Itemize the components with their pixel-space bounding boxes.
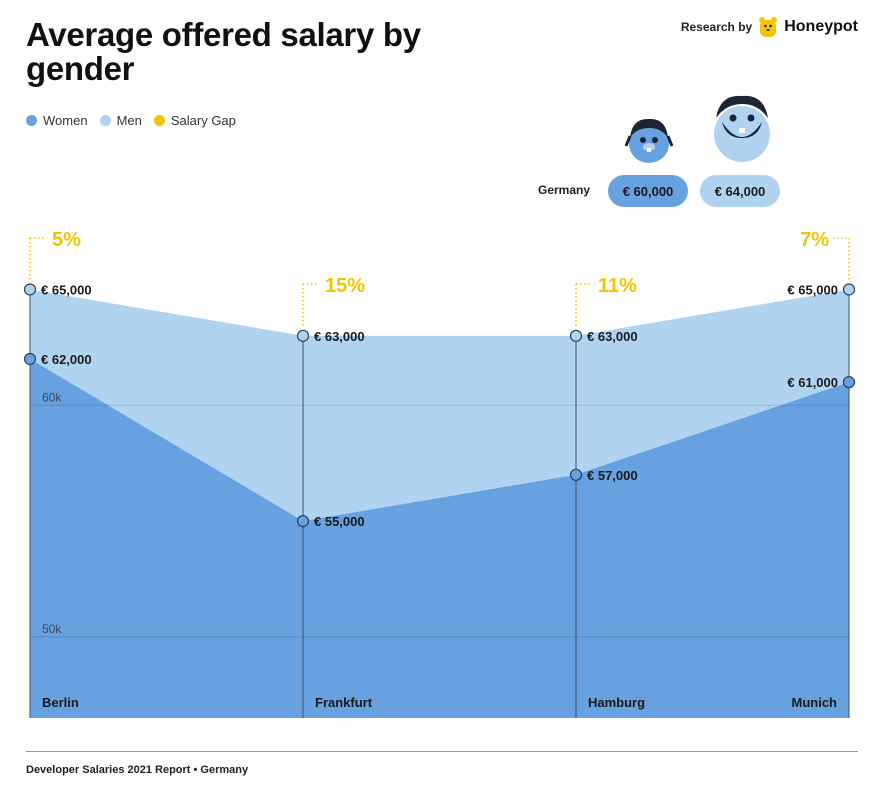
category-label: Berlin	[42, 695, 79, 710]
chart-labels: 60k 50k Berlin Frankfurt Hamburg Munich € 65,0…	[41, 282, 838, 710]
summary-women-pill: € 60,000	[608, 175, 688, 207]
legend-swatch-salary-gap	[153, 115, 165, 126]
men-value-label: € 65,000	[787, 282, 838, 297]
legend-swatch-women	[26, 115, 37, 126]
area-chart: 5% 15% 11% 7% 60k 50k Berlin Frankfurt Hamburg M…	[23, 229, 856, 718]
women-value-label: € 62,000	[41, 352, 92, 367]
honeypot-logo-icon	[759, 17, 778, 37]
brand: Research by Honeypot	[681, 16, 858, 38]
category-label: Hamburg	[588, 695, 645, 710]
legend-item-salary-gap: Salary Gap	[153, 113, 236, 128]
women-point	[23, 352, 37, 366]
legend-item-men: Men	[99, 113, 142, 128]
salary-gap-label: 7%	[800, 229, 829, 251]
chart-salary-gap-annotations: 5% 15% 11% 7%	[29, 229, 850, 328]
female-mascot-icon	[624, 118, 674, 163]
salary-gap-label: 5%	[52, 229, 81, 251]
summary-men-pill: € 64,000	[700, 175, 780, 207]
women-point	[569, 468, 583, 481]
men-value-label: € 65,000	[41, 282, 92, 297]
legend-swatch-men	[99, 115, 111, 126]
brand-name: Honeypot	[784, 18, 858, 35]
men-point	[569, 329, 583, 342]
men-point	[23, 283, 37, 296]
y-tick-label: 60k	[42, 390, 62, 404]
chart-gridlines	[30, 404, 849, 638]
salary-gap-label: 15%	[325, 275, 365, 297]
men-point	[842, 283, 856, 296]
y-tick-label: 50k	[42, 622, 62, 636]
chart-points	[23, 283, 856, 528]
men-value-label: € 63,000	[314, 329, 365, 344]
summary-label: Germany	[538, 183, 591, 197]
chart-title: Average offered salary by gender	[26, 16, 421, 87]
legend: Women Men Salary Gap	[26, 113, 236, 128]
men-point	[296, 329, 310, 342]
women-point	[296, 515, 310, 528]
women-point	[842, 376, 856, 389]
legend-item-women: Women	[26, 113, 88, 128]
women-value-label: € 57,000	[587, 468, 638, 483]
brand-by-label: Research by	[680, 20, 753, 34]
category-label: Frankfurt	[315, 695, 373, 710]
footer-divider	[26, 751, 858, 752]
male-mascot-icon	[714, 95, 770, 162]
women-value-label: € 55,000	[314, 514, 365, 529]
women-area	[30, 358, 849, 718]
footer-text: Developer Salaries 2021 Report • Germany	[26, 764, 249, 776]
legend-label-women: Women	[43, 113, 88, 128]
legend-label-men: Men	[116, 113, 142, 128]
men-value-label: € 63,000	[587, 329, 638, 344]
category-label: Munich	[792, 695, 838, 710]
legend-label-salary-gap: Salary Gap	[170, 113, 236, 128]
salary-gap-label: 11%	[598, 275, 637, 297]
chart-areas	[30, 289, 849, 718]
women-value-label: € 61,000	[787, 375, 838, 390]
